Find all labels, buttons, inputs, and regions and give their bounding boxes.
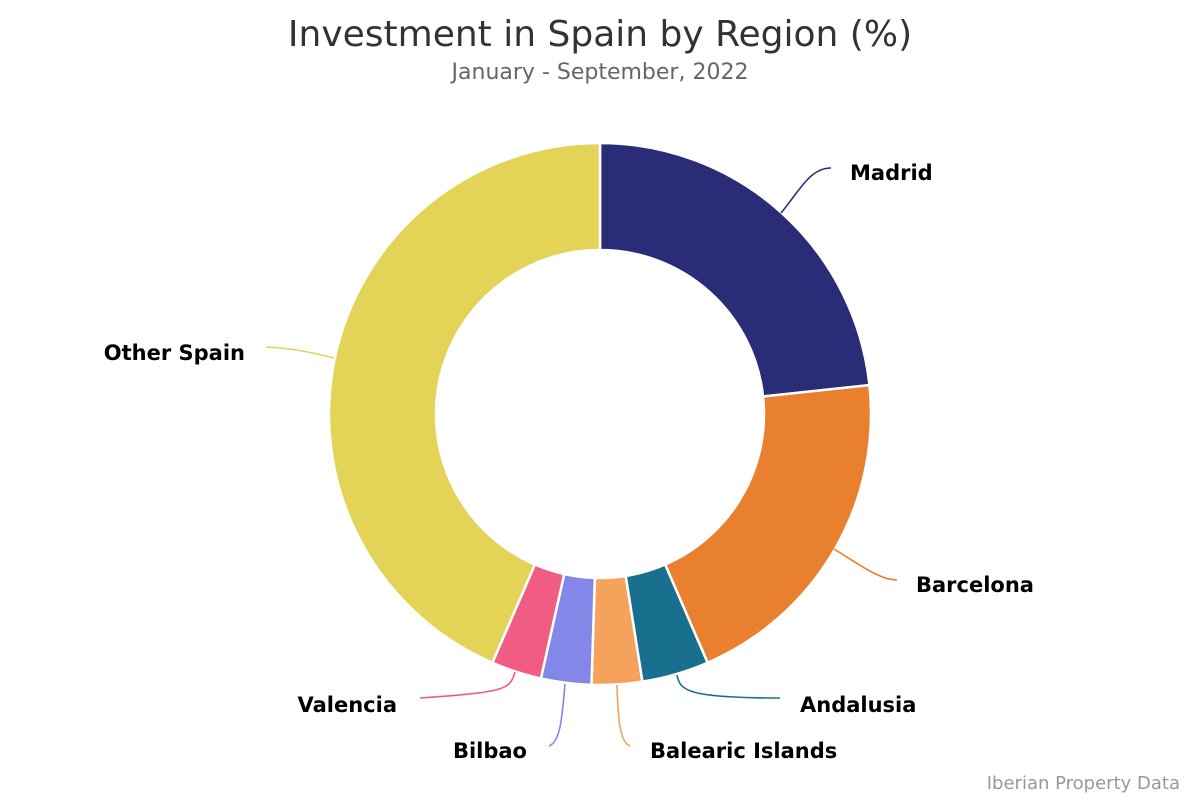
leader-lines xyxy=(265,167,898,747)
chart-subtitle: January - September, 2022 xyxy=(451,60,749,85)
leader-line xyxy=(419,671,516,699)
source-credit: Iberian Property Data xyxy=(986,773,1180,794)
leader-line xyxy=(780,167,832,214)
leader-line xyxy=(265,346,335,359)
slice-madrid xyxy=(598,141,871,398)
slice-label: Andalusia xyxy=(800,693,916,717)
slice-label: Barcelona xyxy=(916,573,1034,597)
donut-slices xyxy=(327,141,873,687)
chart-title: Investment in Spain by Region (%) xyxy=(287,14,913,55)
slice-label: Bilbao xyxy=(453,739,527,763)
leader-line xyxy=(548,683,566,747)
slice-labels: Madrid Barcelona Andalusia Balearic Islands… xyxy=(104,161,1034,763)
leader-line xyxy=(833,548,898,581)
slice-label: Madrid xyxy=(850,161,933,185)
slice-other-spain xyxy=(327,141,602,665)
slice-label: Other Spain xyxy=(104,341,245,365)
leader-line xyxy=(676,674,781,699)
slice-label: Balearic Islands xyxy=(650,739,837,763)
slice-label: Valencia xyxy=(298,693,397,717)
slice-barcelona xyxy=(663,383,873,665)
leader-line xyxy=(616,684,631,747)
